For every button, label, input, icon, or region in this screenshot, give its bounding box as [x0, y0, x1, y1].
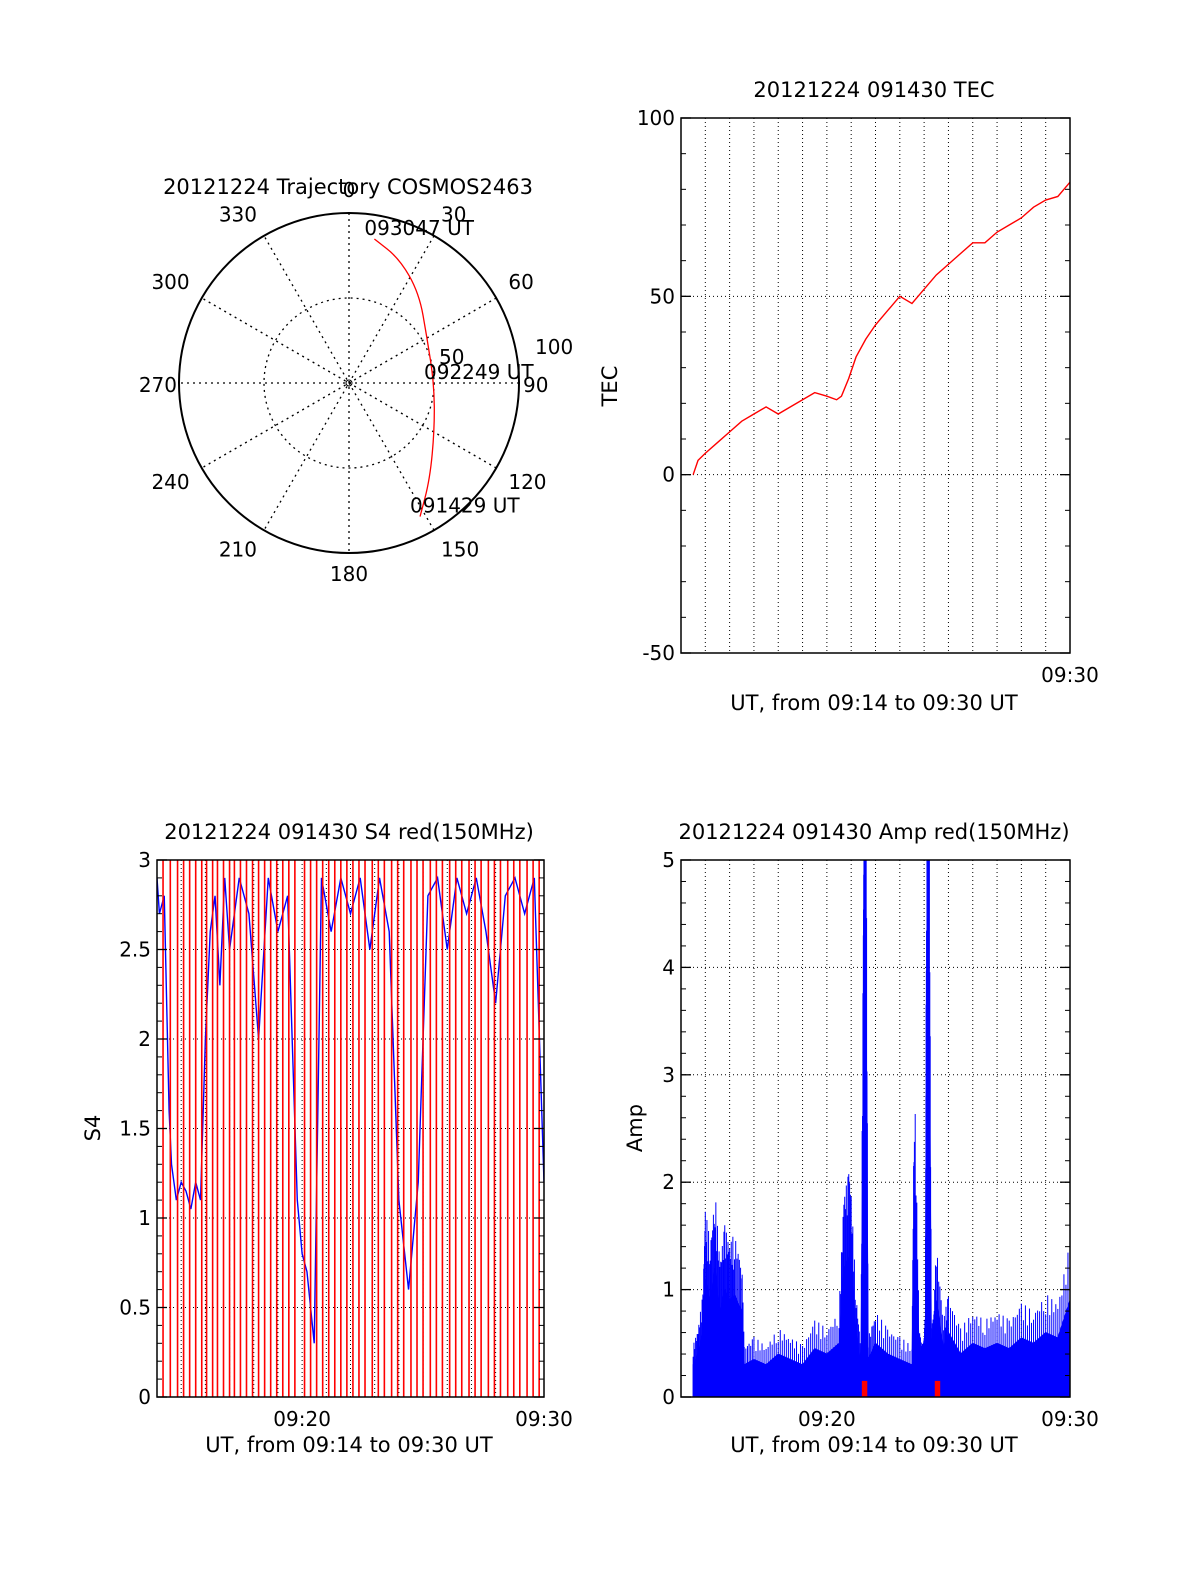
polar-center — [345, 379, 353, 387]
s4-ylabel: S4 — [81, 1115, 105, 1142]
azimuth-label-0: 0 — [343, 178, 356, 202]
azimuth-label-240: 240 — [151, 470, 189, 494]
axes-frame — [680, 859, 1071, 1398]
track-time-label: 093047 UT — [364, 216, 474, 240]
series-line-0 — [157, 875, 544, 1344]
x-tick-label: 09:30 — [1041, 1407, 1099, 1431]
marker-mark — [934, 1380, 938, 1397]
y-tick-label: -50 — [642, 641, 675, 665]
y-tick-label: 0 — [138, 1385, 151, 1409]
tec-title: 20121224 091430 TEC — [753, 78, 994, 102]
track-time-label: 091429 UT — [410, 494, 520, 518]
trajectory-title: 20121224 Trajectory COSMOS2463 — [163, 175, 533, 199]
trajectory-panel: 20121224 Trajectory COSMOS2463 0 30 60 90 12… — [139, 175, 573, 586]
azimuth-label-120: 120 — [508, 470, 546, 494]
marker-mark — [937, 1380, 941, 1397]
y-tick-label: 0 — [662, 463, 675, 487]
tec-plot-area: -50 0 50 100 09:30 — [637, 106, 1099, 687]
amp-xlabel: UT, from 09:14 to 09:30 UT — [730, 1433, 1018, 1457]
y-tick-label: 0 — [662, 1385, 675, 1409]
series-group — [692, 181, 1070, 475]
y-tick-label: 1 — [662, 1278, 675, 1302]
trajectory-line — [373, 238, 435, 517]
marker-mark — [861, 1380, 865, 1397]
azimuth-label-180: 180 — [330, 562, 368, 586]
trajectory-track: 093047 UT 092249 UT 091429 UT — [364, 216, 534, 518]
s4-plot-area: 0 0.5 1 1.5 2 2.5 3 09:20 09:30 — [119, 848, 573, 1431]
y-tick-label: 5 — [662, 848, 675, 872]
x-tick-label: 09:30 — [515, 1407, 573, 1431]
y-tick-label: 2.5 — [119, 938, 151, 962]
amp-panel: 20121224 091430 Amp red(150MHz) Amp UT, … — [623, 820, 1099, 1457]
y-tick-label: 50 — [650, 284, 675, 308]
track-time-label: 092249 UT — [424, 360, 534, 384]
azimuth-label-330: 330 — [219, 203, 257, 227]
series-line-0 — [692, 181, 1070, 475]
s4-title: 20121224 091430 S4 red(150MHz) — [164, 820, 534, 844]
azimuth-label-300: 300 — [151, 270, 189, 294]
marker-mark — [864, 1380, 868, 1397]
radial-tick-labels: 50 100 — [439, 335, 573, 369]
s4-xlabel: UT, from 09:14 to 09:30 UT — [205, 1433, 493, 1457]
y-tick-label: 2 — [662, 1170, 675, 1194]
radial-label-50: 50 — [439, 345, 464, 369]
azimuth-label-30: 30 — [441, 203, 466, 227]
y-tick-label: 3 — [138, 848, 151, 872]
azimuth-label-270: 270 — [139, 373, 177, 397]
y-tick-label: 2 — [138, 1027, 151, 1051]
axes-frame — [680, 117, 1071, 654]
tec-ylabel: TEC — [598, 366, 622, 408]
polar-grid — [178, 212, 520, 554]
y-tick-label: 3 — [662, 1063, 675, 1087]
radial-label-100: 100 — [535, 335, 573, 359]
polar-spoke-150 — [263, 235, 435, 531]
y-tick-label: 1 — [138, 1206, 151, 1230]
x-tick-label: 09:30 — [1041, 663, 1099, 687]
tec-xlabel: UT, from 09:14 to 09:30 UT — [730, 691, 1018, 715]
azimuth-label-60: 60 — [508, 270, 533, 294]
amp-title: 20121224 091430 Amp red(150MHz) — [678, 820, 1069, 844]
azimuth-tick-labels: 0 30 60 90 120 150 180 210 240 270 300 330 — [139, 178, 549, 586]
series-group — [157, 860, 544, 1397]
amp-ylabel: Amp — [623, 1104, 647, 1152]
azimuth-label-210: 210 — [219, 537, 257, 561]
y-tick-label: 100 — [637, 106, 675, 130]
y-tick-label: 4 — [662, 955, 675, 979]
amp-plot-area: 0 1 2 3 4 5 09:20 09:30 — [662, 848, 1099, 1431]
y-tick-label: 1.5 — [119, 1117, 151, 1141]
y-tick-label: 0.5 — [119, 1296, 151, 1320]
s4-panel: 20121224 091430 S4 red(150MHz) S4 UT, fr… — [81, 820, 573, 1457]
azimuth-label-150: 150 — [441, 537, 479, 561]
series-group — [692, 860, 1070, 1397]
tec-panel: 20121224 091430 TEC TEC UT, from 09:14 t… — [598, 78, 1099, 715]
x-tick-label: 09:20 — [273, 1407, 331, 1431]
x-tick-label: 09:20 — [798, 1407, 856, 1431]
azimuth-label-90: 90 — [523, 373, 548, 397]
